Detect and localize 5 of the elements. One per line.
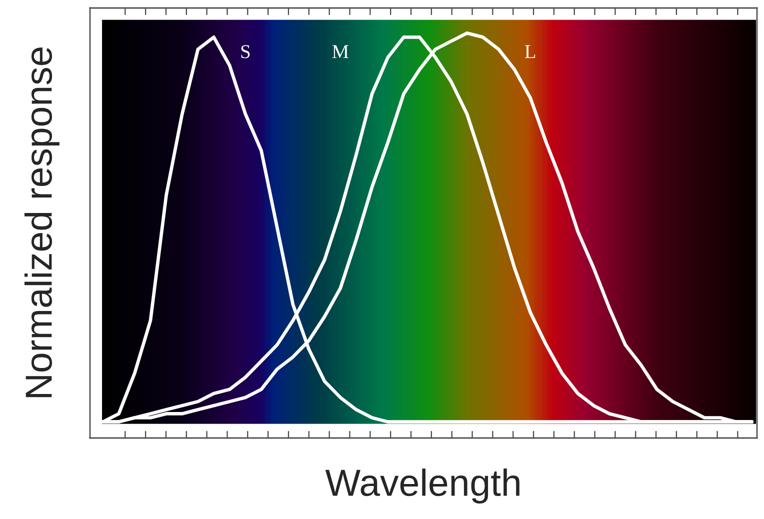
y-axis-title: Normalized response xyxy=(24,47,60,398)
series-label: L xyxy=(524,45,536,58)
x-axis-title: Wavelength xyxy=(325,468,520,504)
series-label: M xyxy=(332,45,348,58)
series-label: S xyxy=(241,45,250,58)
